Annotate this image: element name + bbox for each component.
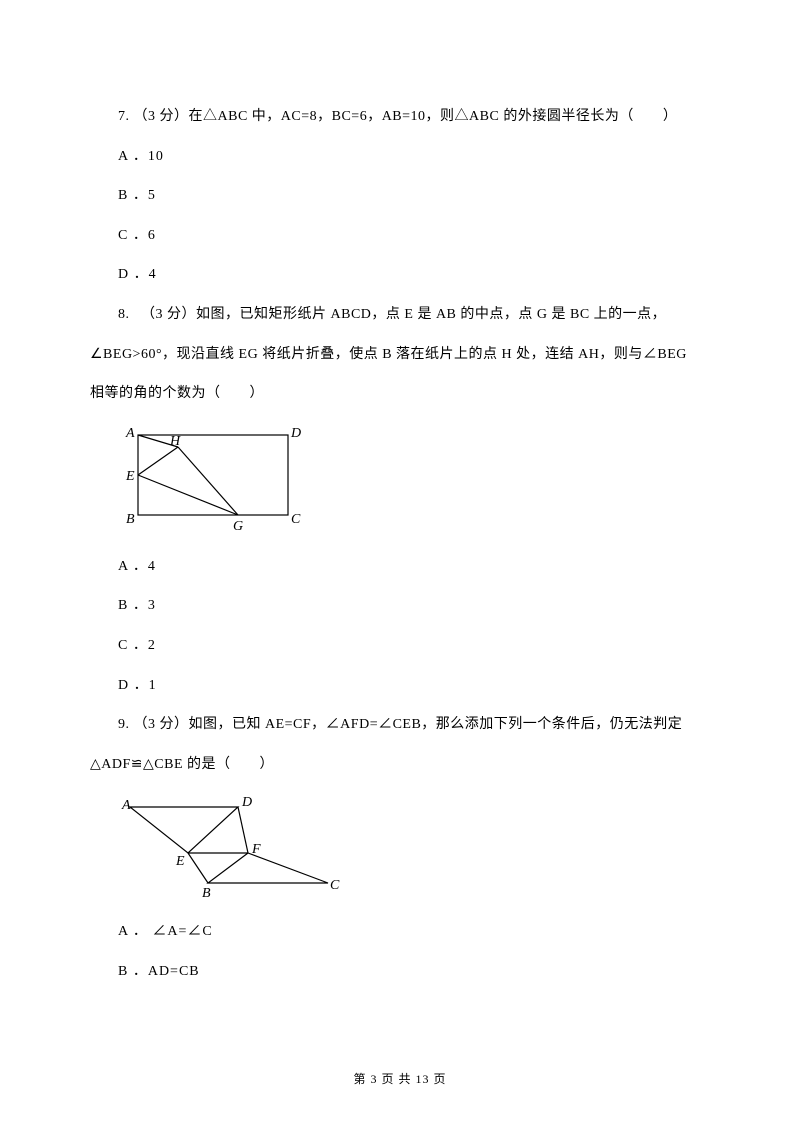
footer-total: 13 (416, 1072, 430, 1086)
footer-prefix: 第 (353, 1072, 370, 1086)
q8-option-c: C ．2 (90, 629, 710, 663)
q8-label-B: B (126, 512, 135, 527)
q7-stem: 7. （3 分）在△ABC 中，AC=8，BC=6，AB=10，则△ABC 的外… (90, 100, 710, 134)
q8-label-H: H (169, 434, 181, 449)
q8-label-A: A (125, 426, 135, 441)
q8-label-G: G (233, 519, 243, 534)
q8-label-D: D (290, 426, 301, 441)
q9-label-D: D (241, 795, 252, 810)
q9-option-a: A ． ∠A=∠C (90, 915, 710, 949)
q9-stem-line2: △ADF≌△CBE 的是（ ） (90, 748, 710, 782)
q9-stem-line1: 9. （3 分）如图，已知 AE=CF，∠AFD=∠CEB，那么添加下列一个条件… (90, 708, 710, 742)
q8-option-a: A ．4 (90, 550, 710, 584)
q9-label-C: C (330, 878, 340, 893)
q9-label-A: A (121, 798, 131, 813)
q9-label-E: E (175, 854, 185, 869)
page-footer: 第 3 页 共 13 页 (0, 1065, 800, 1094)
q9-label-B: B (202, 886, 211, 901)
q8-stem-line1: 8. （3 分）如图，已知矩形纸片 ABCD，点 E 是 AB 的中点，点 G … (90, 298, 710, 332)
q8-figure: A D E H B G C (118, 423, 710, 538)
q7-option-a: A ．10 (90, 140, 710, 174)
q8-option-d: D ．1 (90, 669, 710, 703)
q9-option-b: B ．AD=CB (90, 955, 710, 989)
q9-label-F: F (251, 842, 261, 857)
q7-option-d: D ．4 (90, 258, 710, 292)
q8-label-C: C (291, 512, 301, 527)
q8-stem-line3: 相等的角的个数为（ ） (90, 377, 710, 411)
footer-mid: 页 共 (377, 1072, 415, 1086)
footer-suffix: 页 (430, 1072, 447, 1086)
q8-option-b: B ．3 (90, 589, 710, 623)
q8-label-E: E (125, 469, 135, 484)
q8-stem-line2: ∠BEG>60°，现沿直线 EG 将纸片折叠，使点 B 落在纸片上的点 H 处，… (90, 338, 710, 372)
q7-option-c: C ．6 (90, 219, 710, 253)
q7-option-b: B ．5 (90, 179, 710, 213)
q9-figure: A D E F B C (118, 793, 710, 903)
